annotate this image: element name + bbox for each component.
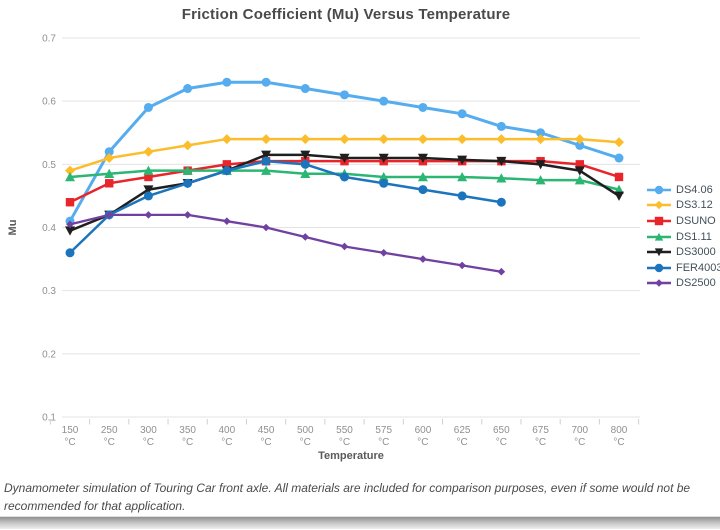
- chart-title: Friction Coefficient (Mu) Versus Tempera…: [181, 6, 511, 23]
- x-category-label: 800 °C: [611, 425, 628, 448]
- legend-marker-icon: [647, 263, 671, 272]
- legend-marker-icon: [647, 279, 671, 288]
- y-tick-label: 0.4: [42, 223, 56, 234]
- x-axis-title: Temperature: [318, 450, 384, 462]
- y-tick-label: 0.2: [42, 349, 56, 360]
- legend-item-ds3000: DS3000: [646, 244, 720, 260]
- x-category-label: 350 °C: [179, 425, 196, 448]
- x-category-label: 625 °C: [454, 425, 471, 448]
- legend-marker-icon: [647, 185, 671, 194]
- x-category-label: 400 °C: [219, 425, 236, 448]
- x-category-label: 650 °C: [493, 425, 510, 448]
- legend-label: DS2500: [676, 277, 716, 290]
- legend-label: DS1.11: [676, 230, 712, 243]
- legend-label: DS3000: [676, 246, 716, 259]
- x-category-label: 675 °C: [532, 425, 549, 448]
- series-FER4003: [65, 156, 506, 258]
- legend-label: DS3.12: [676, 199, 713, 212]
- series-DS3.12: [65, 134, 624, 176]
- legend-item-ds3-12: DS3.12: [646, 198, 720, 214]
- x-category-label: 300 °C: [140, 425, 157, 448]
- legend-label: DSUNO: [676, 214, 716, 227]
- legend-marker-icon: [647, 201, 671, 210]
- legend-marker-icon: [647, 248, 671, 257]
- x-category-label: 250 °C: [101, 425, 118, 448]
- legend-item-ds4-06: DS4.06: [646, 182, 720, 198]
- legend-marker-icon: [647, 232, 671, 241]
- x-category-label: 550 °C: [336, 425, 353, 448]
- legend-item-fer4003: FER4003: [646, 260, 720, 276]
- legend-item-ds1-11: DS1.11: [646, 229, 720, 245]
- series-DS2500: [66, 211, 506, 276]
- x-category-label: 150 °C: [62, 425, 79, 448]
- legend-label: FER4003: [676, 261, 720, 274]
- y-tick-label: 0.6: [42, 97, 56, 108]
- x-category-label: 700 °C: [571, 425, 588, 448]
- chart-caption: Dynamometer simulation of Touring Car fr…: [4, 481, 691, 513]
- legend-item-ds2500: DS2500: [646, 276, 720, 292]
- x-category-label: 500 °C: [297, 425, 314, 448]
- series-DS4.06: [65, 77, 624, 226]
- y-tick-label: 0.7: [42, 34, 56, 45]
- legend-item-dsuno: DSUNO: [646, 213, 720, 229]
- chart-legend: DS4.06 DS3.12 DSUNO DS1.11 DS3000 FER4003 DS25…: [646, 182, 720, 291]
- y-tick-label: 0.1: [42, 413, 56, 424]
- x-category-label: 450 °C: [258, 425, 275, 448]
- line-chart: 0.7 0.6 0.5 0.4 0.3 0.2 0.1 150 °C 250 °C 300 °C 350 °…: [7, 34, 640, 462]
- legend-label: DS4.06: [676, 183, 713, 196]
- legend-marker-icon: [647, 216, 671, 226]
- y-axis-title: Mu: [7, 220, 19, 236]
- x-category-label: 600 °C: [415, 425, 432, 448]
- y-tick-label: 0.3: [42, 286, 56, 297]
- horizontal-scrollbar[interactable]: [0, 516, 720, 529]
- y-tick-label: 0.5: [42, 160, 56, 171]
- x-category-label: 575 °C: [375, 425, 392, 448]
